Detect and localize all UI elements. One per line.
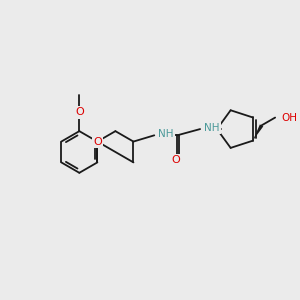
Text: O: O bbox=[93, 136, 102, 147]
Text: O: O bbox=[75, 107, 84, 117]
Text: NH: NH bbox=[158, 129, 174, 139]
Text: O: O bbox=[172, 155, 181, 165]
Text: NH: NH bbox=[204, 123, 220, 133]
Polygon shape bbox=[253, 124, 263, 141]
Text: OH: OH bbox=[281, 112, 297, 123]
